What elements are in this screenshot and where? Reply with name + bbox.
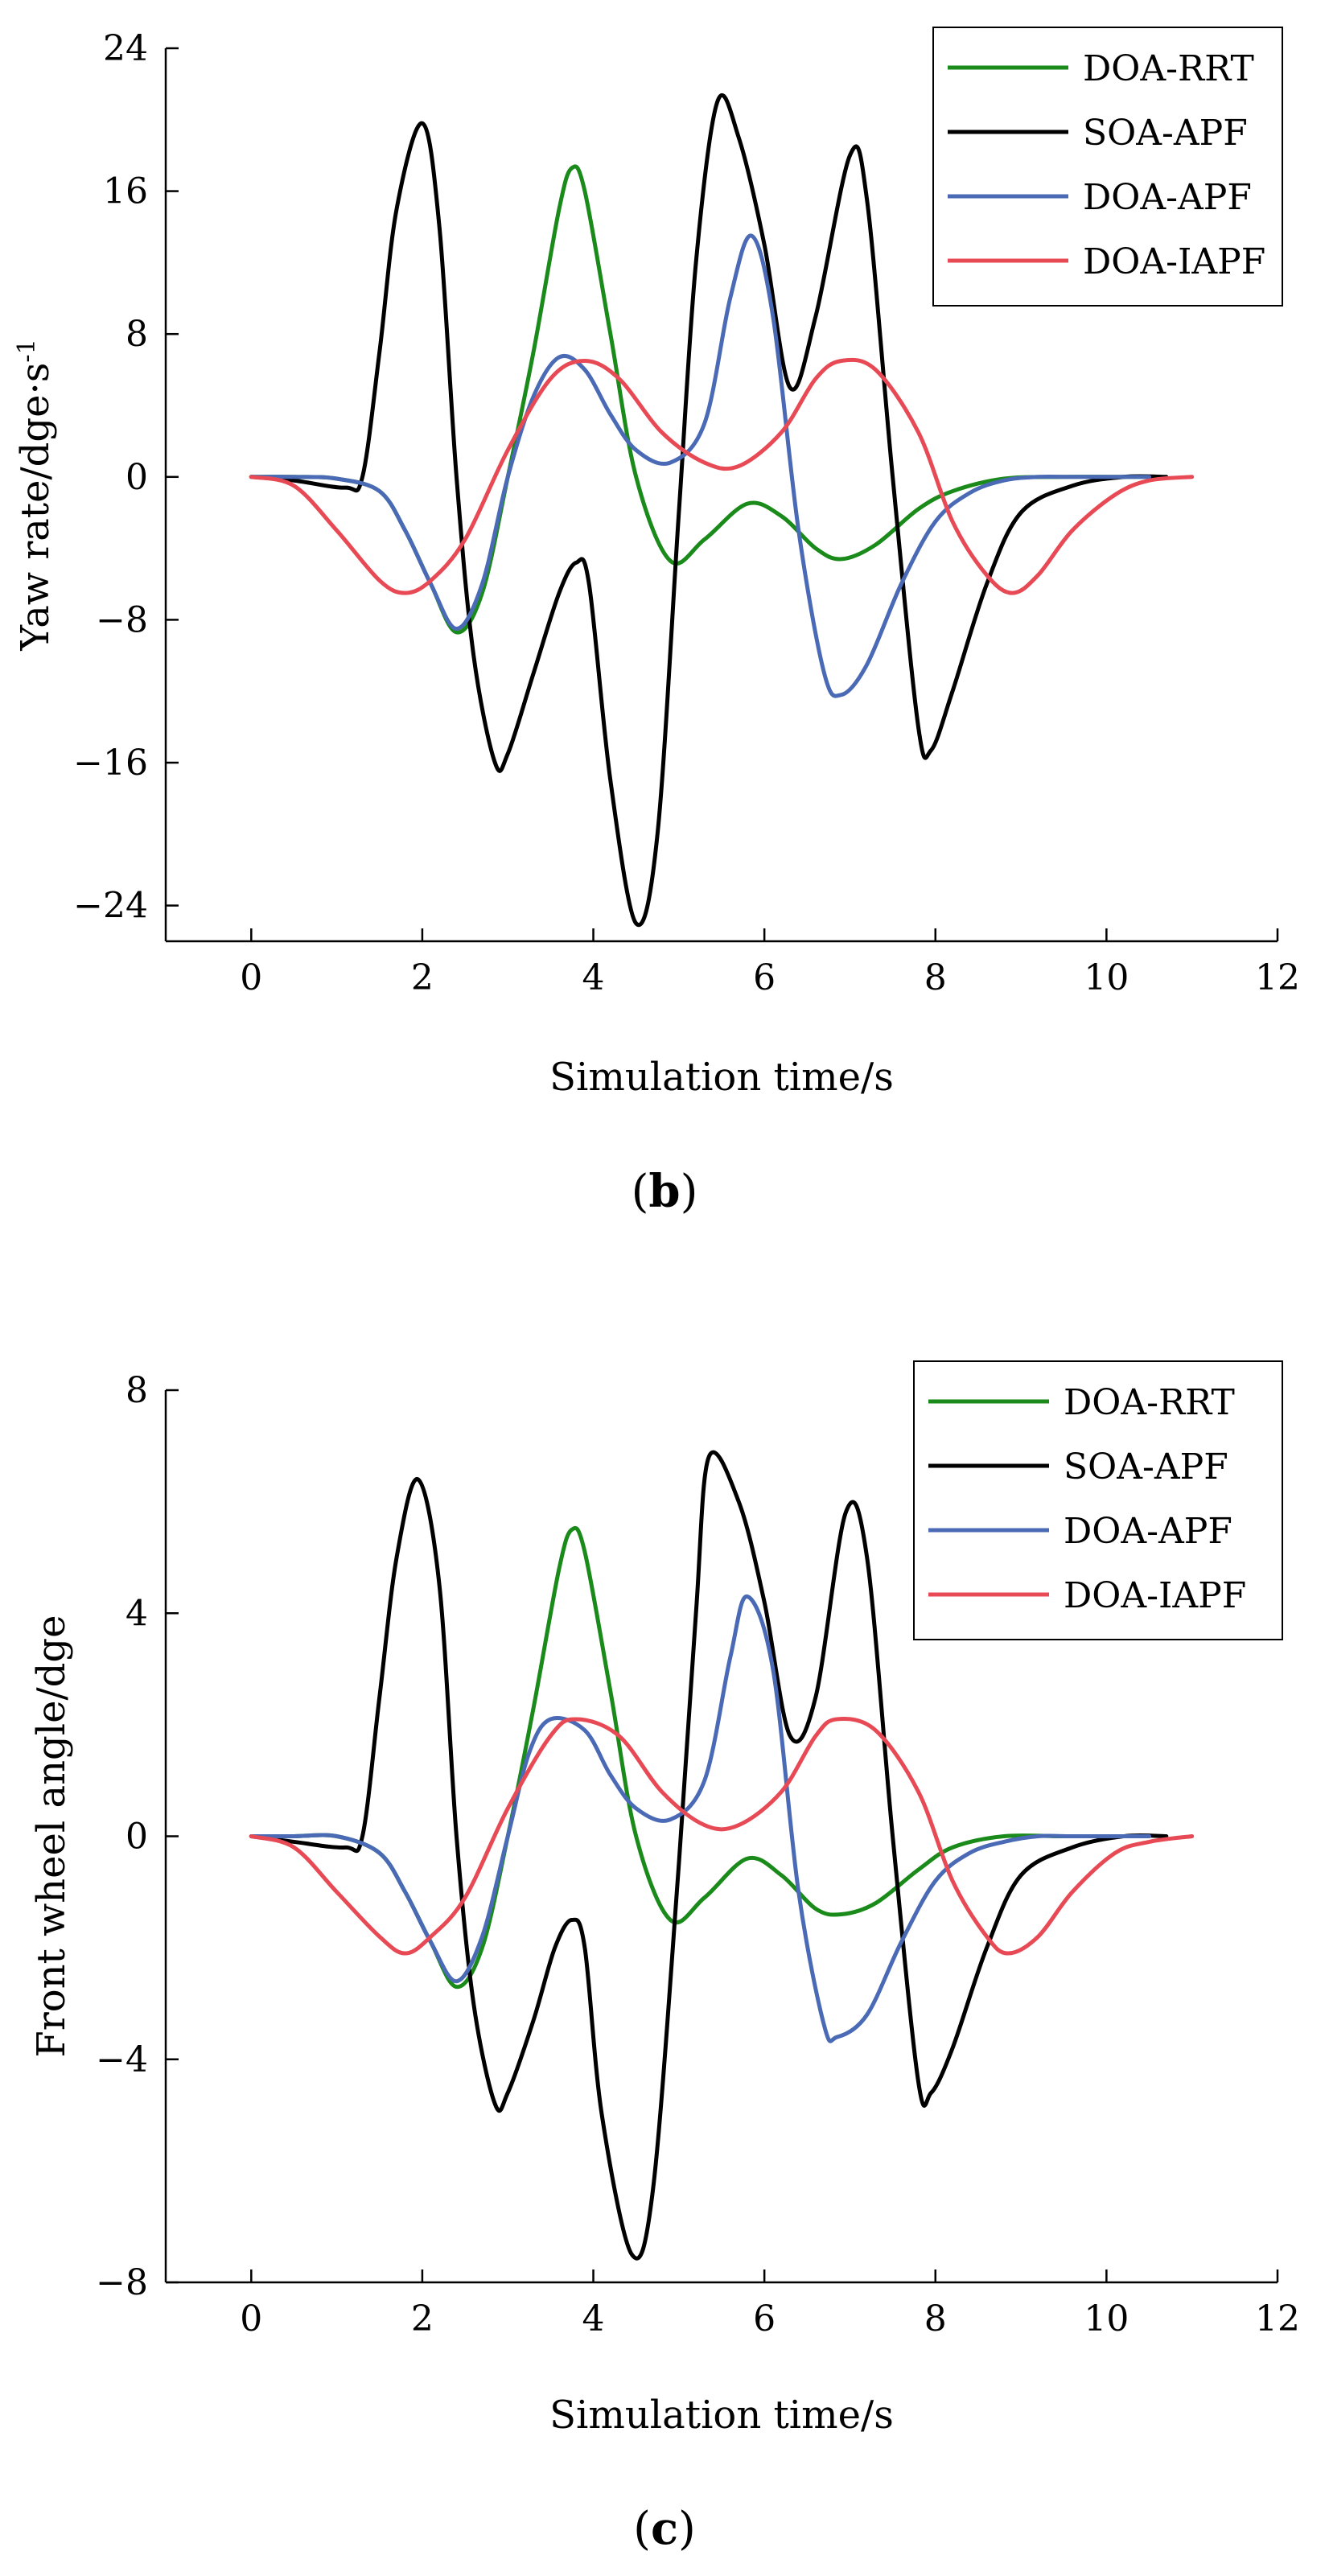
panel-b-x-tick-label: 6: [753, 957, 776, 998]
panel-b-y-tick-label: −16: [73, 743, 148, 784]
panel-b-y-axis-label-main: Yaw rate/dge·s: [13, 363, 58, 652]
panel-c-label-letter: c: [651, 2502, 678, 2555]
panel-c-x-axis-label: Simulation time/s: [549, 2393, 894, 2438]
panel-c-legend-entry: DOA-IAPF: [1064, 1575, 1246, 1616]
panel-c-legend: DOA-RRT SOA-APF DOA-APF DOA-IAPF: [913, 1360, 1283, 1640]
panel-c-x-tick-label: 8: [924, 2298, 947, 2339]
panel-b-legend-entry: DOA-RRT: [1083, 48, 1254, 89]
panel-c-legend-entry: DOA-APF: [1064, 1511, 1232, 1552]
panel-c-series-soa-apf: [249, 1450, 1169, 2261]
panel-b-y-tick-label: 8: [125, 314, 148, 355]
panel-c-series-doa-iapf: [249, 1717, 1195, 1956]
panel-c-y-tick-label: 8: [125, 1370, 148, 1411]
panel-c-legend-entry: DOA-RRT: [1064, 1382, 1235, 1423]
panel-c-y-tick-label: 0: [125, 1817, 148, 1858]
panel-b-x-tick-label: 8: [924, 957, 947, 998]
panel-b-y-tick-label: 16: [103, 171, 148, 212]
panel-b-label-open: (: [632, 1166, 649, 1218]
panel-b-series-doa-iapf: [249, 357, 1195, 595]
panel-b-legend-entry: DOA-IAPF: [1083, 241, 1265, 282]
panel-b-legend-entry: DOA-APF: [1083, 177, 1252, 218]
panel-b-series-doa-apf: [249, 233, 1152, 698]
panel-b-series-soa-apf: [249, 93, 1169, 928]
panel-c-x-tick-label: 6: [753, 2298, 776, 2339]
panel-c-x-tick-label: 12: [1255, 2298, 1300, 2339]
panel-c-label: (c): [633, 2502, 696, 2555]
panel-c-x-tick-label: 0: [240, 2298, 262, 2339]
panel-c-y-tick-label: −8: [96, 2262, 148, 2303]
panel-b-label-close: ): [681, 1166, 698, 1218]
panel-c-label-close: ): [678, 2503, 696, 2555]
panel-b-x-tick-label: 0: [240, 957, 262, 998]
panel-b-x-axis-label: Simulation time/s: [549, 1055, 894, 1100]
panel-b-legend: DOA-RRT SOA-APF DOA-APF DOA-IAPF: [932, 27, 1283, 307]
panel-c-x-tick-label: 4: [582, 2298, 605, 2339]
panel-b-x-tick-label: 4: [582, 957, 605, 998]
panel-b-y-tick-label: 0: [125, 457, 148, 498]
panel-b-x-tick-label: 2: [411, 957, 434, 998]
panel-b-y-tick-label: 24: [103, 28, 148, 69]
panel-c-y-axis-label: Front wheel angle/dge: [29, 1615, 74, 2057]
panel-b-x-tick-label: 10: [1084, 957, 1129, 998]
panel-b-legend-entry: SOA-APF: [1083, 113, 1248, 154]
panel-b-series-group: [249, 93, 1195, 928]
panel-c-y-tick-label: 4: [125, 1593, 148, 1634]
panel-c-series-doa-apf: [249, 1594, 1152, 2043]
panel-b-y-tick-label: −24: [73, 886, 148, 927]
panel-b-y-axis-label: Yaw rate/dge·s-1: [13, 339, 59, 651]
panel-c-y-tick-label: −4: [96, 2039, 148, 2080]
panel-c-x-tick-label: 10: [1084, 2298, 1129, 2339]
panel-b-y-axis-label-sup: -1: [13, 339, 41, 362]
panel-c-series-group: [249, 1450, 1195, 2261]
panel-c-y-axis-label-main: Front wheel angle/dge: [29, 1615, 74, 2057]
panel-b-label-letter: b: [648, 1165, 680, 1218]
panel-c-x-tick-label: 2: [411, 2298, 434, 2339]
panel-c-legend-entry: SOA-APF: [1064, 1446, 1228, 1488]
panel-b-y-tick-label: −8: [96, 599, 148, 640]
panel-c-label-open: (: [633, 2503, 651, 2555]
panel-b-x-tick-label: 12: [1255, 957, 1300, 998]
panel-b-label: (b): [632, 1165, 698, 1218]
